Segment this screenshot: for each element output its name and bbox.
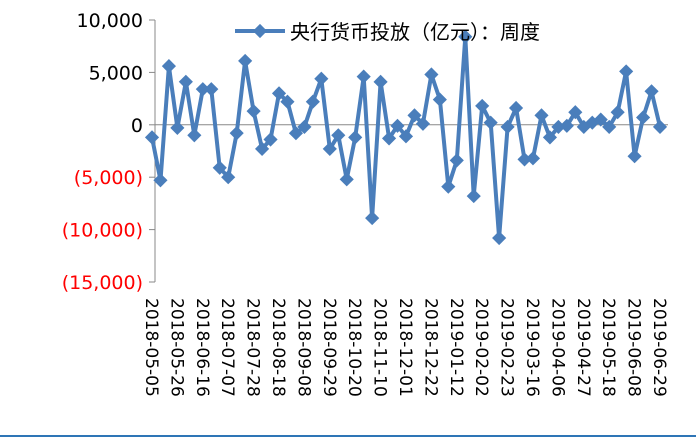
data-point — [357, 69, 371, 83]
legend-marker — [253, 24, 267, 38]
x-tick-label: 2019-02-02 — [471, 298, 491, 397]
data-point — [509, 101, 523, 115]
data-point — [374, 75, 388, 89]
data-point — [484, 116, 498, 130]
data-point — [230, 126, 244, 140]
x-tick-label: 2018-12-01 — [395, 298, 415, 397]
data-point — [433, 93, 447, 107]
data-point — [653, 120, 667, 134]
x-tick-label: 2018-12-22 — [420, 298, 440, 397]
y-tick-label: (5,000) — [74, 167, 143, 189]
x-tick-label: 2019-05-18 — [598, 298, 618, 397]
x-tick-label: 2018-08-18 — [268, 298, 288, 397]
data-point — [348, 130, 362, 144]
x-tick-label: 2018-06-16 — [192, 298, 212, 397]
data-point — [204, 82, 218, 96]
x-tick-label: 2019-06-29 — [649, 298, 669, 397]
y-tick-label: (15,000) — [62, 272, 143, 294]
y-tick-label: (10,000) — [62, 220, 143, 242]
y-tick-label: 10,000 — [77, 10, 143, 32]
x-tick-label: 2018-07-07 — [217, 298, 237, 397]
data-point — [441, 180, 455, 194]
data-point — [619, 64, 633, 78]
legend: 央行货币投放（亿元）：周度 — [235, 20, 540, 44]
x-tick-label: 2018-05-26 — [166, 298, 186, 397]
x-tick-label: 2019-01-12 — [446, 298, 466, 397]
data-point — [238, 54, 252, 68]
y-tick-label: 5,000 — [89, 62, 143, 84]
data-point — [644, 84, 658, 98]
data-point — [534, 108, 548, 122]
x-tick-label: 2019-04-06 — [547, 298, 567, 397]
x-tick-label: 2019-04-27 — [573, 298, 593, 397]
data-point — [492, 231, 506, 245]
legend-label: 央行货币投放（亿元）：周度 — [290, 20, 540, 44]
x-tick-label: 2018-07-28 — [243, 298, 263, 397]
data-point — [628, 149, 642, 163]
x-tick-label: 2019-06-08 — [624, 298, 644, 397]
data-point — [365, 211, 379, 225]
data-point — [170, 121, 184, 135]
data-point — [340, 172, 354, 186]
data-point — [179, 75, 193, 89]
x-tick-label: 2019-03-16 — [522, 298, 542, 397]
data-point — [162, 59, 176, 73]
x-tick-label: 2018-10-20 — [344, 298, 364, 397]
x-tick-label: 2018-09-29 — [319, 298, 339, 397]
x-tick-label: 2018-11-10 — [370, 298, 390, 397]
y-tick-label: 0 — [131, 115, 143, 137]
x-tick-label: 2018-05-05 — [141, 298, 161, 397]
data-point — [306, 95, 320, 109]
y-axis: 10,000 5,000 0 (5,000) (10,000) (15,000) — [62, 10, 155, 294]
series-layer — [145, 30, 667, 245]
data-point — [247, 104, 261, 118]
data-point — [475, 99, 489, 113]
data-point — [424, 67, 438, 81]
data-point — [526, 151, 540, 165]
data-point — [145, 130, 159, 144]
data-point — [467, 189, 481, 203]
data-point — [450, 153, 464, 167]
data-point — [187, 128, 201, 142]
data-point — [501, 120, 515, 134]
data-point — [636, 110, 650, 124]
data-point — [314, 72, 328, 86]
x-tick-label: 2018-09-08 — [293, 298, 313, 397]
x-tick-label: 2019-02-23 — [497, 298, 517, 397]
